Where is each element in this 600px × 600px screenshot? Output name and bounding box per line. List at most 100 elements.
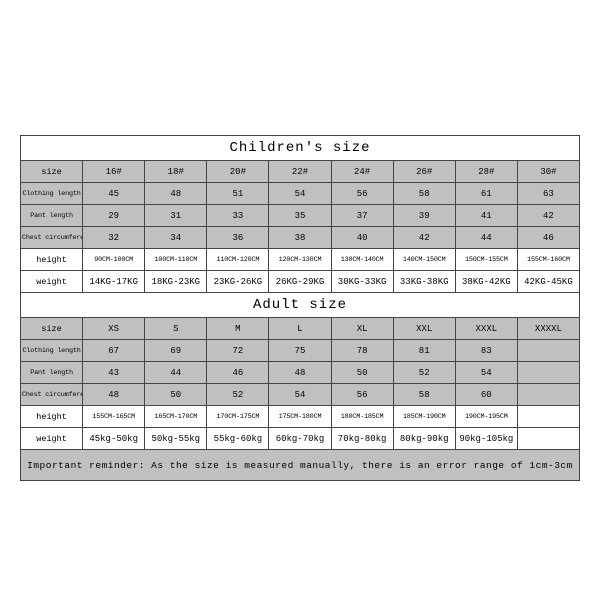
adult-title: Adult size [21,293,580,318]
a-ch-5: 58 [393,384,455,406]
a-cl-3: 75 [269,340,331,362]
c-w-6: 38KG-42KG [455,271,517,293]
a-size-2: M [207,318,269,340]
c-ch-3: 38 [269,227,331,249]
a-cl-1: 69 [145,340,207,362]
c-w-1: 18KG-23KG [145,271,207,293]
c-cl-4: 56 [331,183,393,205]
a-ch-4: 56 [331,384,393,406]
c-w-7: 42KG-45KG [517,271,579,293]
a-cl-5: 81 [393,340,455,362]
size-chart: Children's size size 16# 18# 20# 22# 24#… [20,135,580,481]
label-height-a: height [21,406,83,428]
children-title: Children's size [21,136,580,161]
a-ch-7 [517,384,579,406]
a-size-4: XL [331,318,393,340]
c-cl-2: 51 [207,183,269,205]
c-size-0: 16# [83,161,145,183]
a-w-5: 80kg-90kg [393,428,455,450]
label-chest-a: Chest circumference 1/2 [21,384,83,406]
adult-pant-row: Pant length 43 44 46 48 50 52 54 [21,362,580,384]
children-size-row: size 16# 18# 20# 22# 24# 26# 28# 30# [21,161,580,183]
a-w-6: 90kg-105kg [455,428,517,450]
page-wrap: Children's size size 16# 18# 20# 22# 24#… [0,0,600,481]
children-clothing-row: Clothing length 45 48 51 54 56 58 61 63 [21,183,580,205]
a-ch-0: 48 [83,384,145,406]
c-cl-3: 54 [269,183,331,205]
c-ch-4: 40 [331,227,393,249]
c-size-6: 28# [455,161,517,183]
label-clothing: Clothing length [21,183,83,205]
c-pl-5: 39 [393,205,455,227]
a-pl-3: 48 [269,362,331,384]
label-weight-a: weight [21,428,83,450]
a-h-1: 165CM-170CM [145,406,207,428]
adult-height-row: height 155CM-165CM 165CM-170CM 170CM-175… [21,406,580,428]
a-w-1: 50kg-55kg [145,428,207,450]
c-cl-7: 63 [517,183,579,205]
children-weight-row: weight 14KG-17KG 18KG-23KG 23KG-26KG 26K… [21,271,580,293]
c-pl-4: 37 [331,205,393,227]
c-h-6: 150CM-155CM [455,249,517,271]
a-h-2: 170CM-175CM [207,406,269,428]
a-size-6: XXXL [455,318,517,340]
c-h-3: 120CM-130CM [269,249,331,271]
a-ch-2: 52 [207,384,269,406]
a-h-6: 190CM-195CM [455,406,517,428]
a-pl-2: 46 [207,362,269,384]
a-ch-3: 54 [269,384,331,406]
adult-weight-row: weight 45kg-50kg 50kg-55kg 55kg-60kg 60k… [21,428,580,450]
a-h-3: 175CM-180CM [269,406,331,428]
children-pant-row: Pant length 29 31 33 35 37 39 41 42 [21,205,580,227]
c-w-4: 30KG-33KG [331,271,393,293]
a-pl-7 [517,362,579,384]
a-pl-0: 43 [83,362,145,384]
adult-chest-row: Chest circumference 1/2 48 50 52 54 56 5… [21,384,580,406]
c-ch-0: 32 [83,227,145,249]
c-pl-6: 41 [455,205,517,227]
a-h-0: 155CM-165CM [83,406,145,428]
a-w-3: 60kg-70kg [269,428,331,450]
a-ch-1: 50 [145,384,207,406]
a-cl-0: 67 [83,340,145,362]
a-h-7 [517,406,579,428]
c-w-5: 33KG-38KG [393,271,455,293]
c-w-2: 23KG-26KG [207,271,269,293]
a-pl-5: 52 [393,362,455,384]
a-w-7 [517,428,579,450]
c-h-7: 155CM-160CM [517,249,579,271]
a-w-0: 45kg-50kg [83,428,145,450]
reminder-row: Important reminder: As the size is measu… [21,450,580,481]
c-h-4: 130CM-140CM [331,249,393,271]
a-ch-6: 60 [455,384,517,406]
children-height-row: height 90CM-100CM 100CM-110CM 110CM-120C… [21,249,580,271]
a-size-1: S [145,318,207,340]
c-cl-5: 58 [393,183,455,205]
a-cl-2: 72 [207,340,269,362]
c-ch-7: 46 [517,227,579,249]
c-w-0: 14KG-17KG [83,271,145,293]
a-w-2: 55kg-60kg [207,428,269,450]
a-cl-7 [517,340,579,362]
c-h-5: 140CM-150CM [393,249,455,271]
a-cl-4: 78 [331,340,393,362]
adult-title-row: Adult size [21,293,580,318]
a-size-0: XS [83,318,145,340]
a-pl-1: 44 [145,362,207,384]
a-cl-6: 83 [455,340,517,362]
c-h-2: 110CM-120CM [207,249,269,271]
children-title-row: Children's size [21,136,580,161]
label-size-a: size [21,318,83,340]
c-pl-2: 33 [207,205,269,227]
c-pl-1: 31 [145,205,207,227]
c-w-3: 26KG-29KG [269,271,331,293]
c-size-1: 18# [145,161,207,183]
label-height: height [21,249,83,271]
c-size-3: 22# [269,161,331,183]
c-h-0: 90CM-100CM [83,249,145,271]
c-pl-7: 42 [517,205,579,227]
a-w-4: 70kg-80kg [331,428,393,450]
a-size-7: XXXXL [517,318,579,340]
c-ch-2: 36 [207,227,269,249]
a-h-5: 185CM-190CM [393,406,455,428]
